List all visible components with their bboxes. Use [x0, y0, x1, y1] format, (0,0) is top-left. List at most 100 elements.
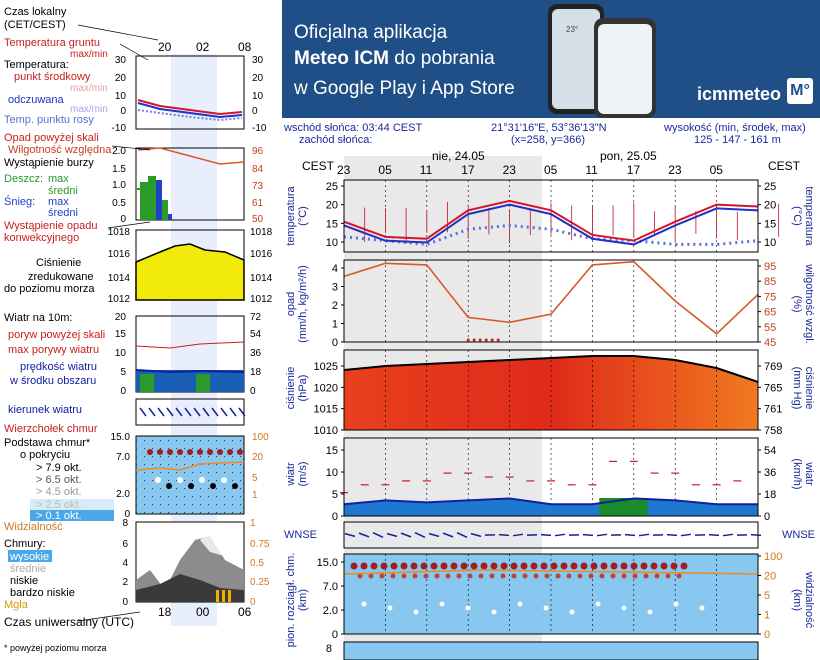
lhum-tick-0: 96 — [252, 146, 264, 157]
conv-dot-5 — [497, 339, 500, 342]
wind-kmh-tick-0: 54 — [764, 445, 776, 457]
press-mmhg-tick-2: 761 — [764, 404, 782, 416]
lkmh-tick-2: 36 — [250, 348, 262, 359]
hum-tick-1: 85 — [764, 276, 776, 288]
legend-cloud-dot-6 — [207, 449, 213, 455]
cloud-dot2-1 — [369, 574, 374, 579]
cloud-dot2-21 — [589, 574, 594, 579]
legend-cloud-dot-1 — [157, 449, 163, 455]
cloud-base-dot-16 — [511, 563, 518, 570]
rpress-tick-1: 1016 — [250, 249, 273, 260]
legend-cloud-dot-7 — [217, 449, 223, 455]
press-axis-label: ciśnienie — [285, 367, 297, 410]
cloud-dot2-17 — [545, 574, 550, 579]
ltemp-tick-4: -10 — [112, 123, 127, 134]
phone-image-2 — [594, 18, 656, 118]
lprecip-tick-4: 0 — [120, 214, 126, 225]
lhum-tick-4: 50 — [252, 214, 264, 225]
legend-mid-point: punkt środkowy — [14, 71, 91, 83]
legend-arrow-1 — [149, 408, 155, 416]
legend-cloud-dot-5 — [197, 449, 203, 455]
hum-tick-2: 75 — [764, 291, 776, 303]
cloud-white-dot-6 — [518, 602, 523, 607]
cloud-base-dot-15 — [501, 563, 508, 570]
main-meteogram: 2520151025201510432109585756555451025102… — [282, 148, 820, 660]
hour-label-9: 05 — [710, 163, 724, 177]
wind-axis-label: wiatr — [285, 462, 297, 487]
lwind-tick-0: 20 — [115, 312, 127, 323]
cloudcover-panel — [344, 642, 758, 660]
lvis-tick-0: 100 — [252, 432, 269, 443]
hum-axis-unit: (%) — [791, 295, 803, 312]
legend-arrow-0 — [140, 408, 146, 416]
conv-dot-0 — [467, 339, 470, 342]
cloud-base-dot-12 — [471, 563, 478, 570]
legend-felt: odczuwana — [8, 94, 65, 106]
legend-pressure-2: zredukowane — [28, 271, 93, 283]
legend-meteogram: Czas lokalny (CET/CEST) 20 02 08 30 20 1… — [0, 0, 282, 660]
bottom-tick-1: 00 — [196, 605, 210, 619]
legend-cloud-dot2-0 — [155, 477, 161, 483]
precip-axis-unit: (mm/h, kg/m²/h) — [297, 265, 309, 343]
hour-label-5: 05 — [544, 163, 558, 177]
cloud-dot2-2 — [380, 574, 385, 579]
cloud-white-dot-0 — [362, 602, 367, 607]
cloud-base-dot-18 — [531, 563, 538, 570]
cloud-white-dot-9 — [596, 602, 601, 607]
hum-tick-5: 45 — [764, 337, 776, 349]
lwind-tick-3: 5 — [120, 367, 126, 378]
lkmh-tick-1: 54 — [250, 329, 262, 340]
cloud-base-dot-8 — [431, 563, 438, 570]
legend-maxmin2: max/min — [70, 83, 108, 94]
lfrac-tick-3: 2 — [122, 577, 128, 588]
bottom-panel-tick: 8 — [326, 643, 332, 655]
legend-cloud-dot-3 — [177, 449, 183, 455]
hour-label-4: 23 — [503, 163, 517, 177]
cloud-dot2-5 — [413, 574, 418, 579]
cloud-base-dot-1 — [361, 563, 368, 570]
wind-arrow-27 — [723, 534, 733, 535]
cloud-dot2-8 — [446, 574, 451, 579]
banner-line1: Oficjalna aplikacja — [294, 22, 447, 44]
legend-footnote: * powyżej poziomu morza — [4, 643, 107, 653]
bottom-tick-2: 06 — [238, 605, 252, 619]
lvis-tick-3: 1 — [252, 490, 258, 501]
hour-label-6: 11 — [585, 163, 598, 177]
cloud-white-dot-2 — [414, 610, 419, 615]
lpress-tick-1: 1016 — [108, 249, 131, 260]
lpress-tick-0: 1018 — [108, 227, 131, 238]
legend-local-time-2: (CET/CEST) — [4, 19, 66, 31]
hum-tick-3: 65 — [764, 307, 776, 319]
cloud-white-dot-8 — [570, 610, 575, 615]
wind-kmh-tick-2: 18 — [764, 489, 776, 501]
lfrac-tick-4: 0 — [122, 597, 128, 608]
cloud-dot2-22 — [600, 574, 605, 579]
temp-axis-label: temperatura — [285, 185, 297, 245]
icmmeteo-logo: icmmeteo — [697, 84, 781, 105]
cest-right: CEST — [768, 159, 801, 173]
temp-tick-l-0: 25 — [326, 181, 338, 193]
cloud-base-dot-3 — [381, 563, 388, 570]
legend-utc: Czas uniwersalny (UTC) — [4, 615, 134, 629]
legend-cloud-dot-9 — [237, 449, 243, 455]
lfrac-tick-0: 8 — [122, 518, 128, 529]
press-mmhg-tick-1: 765 — [764, 382, 782, 394]
legend-precip-above: Opad powyżej skali — [4, 132, 99, 144]
ltemp-tick-2: 10 — [115, 91, 127, 102]
hour-label-3: 17 — [461, 163, 475, 177]
legend-fog: Mgła — [4, 599, 29, 611]
cloud-base-dot-22 — [571, 563, 578, 570]
lcloud-tick-1: 7.0 — [116, 452, 130, 463]
legend-cloud-dot-0 — [147, 449, 153, 455]
cloud-white-dot-1 — [388, 606, 393, 611]
cloud-dot2-12 — [490, 574, 495, 579]
cloud-dot2-23 — [611, 574, 616, 579]
rtemp-tick-3: 0 — [252, 106, 258, 117]
icmmeteo-mark: M° — [787, 78, 813, 104]
app-banner[interactable]: Oficjalna aplikacja Meteo ICM do pobrani… — [282, 0, 820, 118]
wind-arrow-18 — [597, 534, 607, 535]
legend-cloud-top: Wierzchołek chmur — [4, 423, 98, 435]
legend-wind-dir: kierunek wiatru — [8, 404, 82, 416]
press-mmhg-tick-0: 769 — [764, 361, 782, 373]
lfrac-tick-2: 4 — [122, 558, 128, 569]
